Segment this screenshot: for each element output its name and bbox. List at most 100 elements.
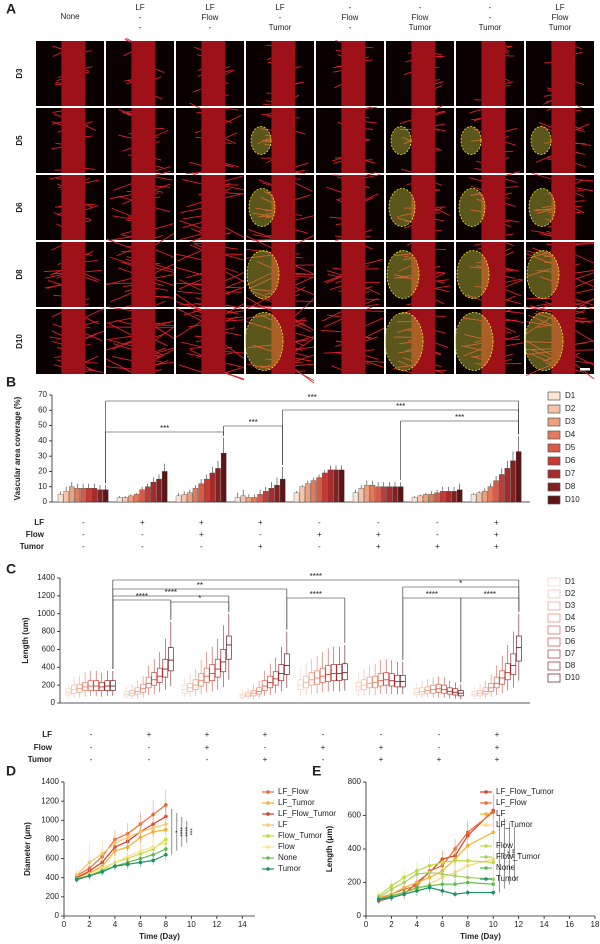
sprout [155,300,166,306]
sprout [408,52,412,54]
sprout [225,185,244,191]
sig-label: * [498,852,504,855]
sprout [326,186,342,193]
column-header: Tumor [409,23,432,32]
x-axis-title: Time (Day) [139,932,180,941]
sprout [197,68,202,71]
legend-swatch [547,577,561,587]
bar [91,488,98,503]
sprout [85,260,98,263]
legend-marker [484,801,488,805]
bar [63,491,69,503]
sprout [329,216,342,219]
sprout [435,285,451,289]
sprout [546,108,552,111]
y-axis-title: Length (um) [21,617,30,664]
legend-label: Flow_Tumor [496,852,540,861]
sprout [295,169,305,173]
sprout [55,81,62,85]
sprout [155,347,175,354]
bar [358,488,364,503]
sprout [85,269,102,273]
x-tick-label: 0 [62,920,67,929]
sprout [575,162,586,168]
box [198,673,204,687]
x-tick-label: 16 [565,920,574,929]
sprout [505,295,516,301]
sprout [575,269,595,274]
row-label: D3 [15,68,24,79]
sprout [175,293,202,312]
sprout [505,81,513,84]
box [162,658,169,678]
sprout [261,113,272,116]
sprout [85,333,103,342]
sprout [106,238,132,249]
sprout [365,235,371,238]
sprout [55,142,62,145]
bar [392,486,398,503]
y-tick-label: 400 [348,844,362,853]
sprout [575,142,592,147]
sprout [525,340,552,356]
sprout [505,220,510,223]
sprout [575,126,585,131]
sprout [155,235,164,239]
bar [369,485,376,503]
sprout [365,303,379,307]
sprout [225,271,245,283]
condition-sign: + [495,743,500,752]
x-tick-label: 10 [187,920,196,929]
sprout [155,165,164,169]
sprout [85,320,99,326]
sprout [525,316,552,335]
sprout [435,128,440,132]
box [209,664,216,682]
legend-label: D6 [565,456,576,465]
condition-name: Tumor [28,755,52,764]
sprout [179,220,202,229]
point [440,872,445,876]
legend-label: LF_Flow_Tumor [496,787,554,796]
sprout [85,167,96,171]
point [491,890,496,895]
bar [57,494,64,503]
vessel-band [271,108,296,173]
point [465,830,470,835]
sprout [505,178,517,183]
sprout [127,40,132,43]
sprout [155,166,171,172]
sprout [505,45,512,49]
sprout [575,263,581,266]
sprout [56,359,62,362]
sprout [247,344,272,349]
sprout [85,273,101,281]
x-tick-label: 8 [466,920,471,929]
bar [451,491,457,503]
column-header: - [139,23,142,32]
column-header: LF [205,3,214,12]
condition-sign: + [321,743,326,752]
sprout [225,69,232,73]
sprout [56,223,62,227]
sprout [435,85,443,89]
bar [204,478,210,503]
sprout [295,337,315,352]
sprout [295,298,315,317]
y-tick-label: 800 [42,627,56,636]
legend-marker [266,823,270,827]
condition-sign: - [200,542,203,551]
sprout [365,128,373,130]
vessel-band [61,309,86,374]
point [453,892,457,897]
sprout [247,363,272,370]
condition-sign: - [148,743,151,752]
sprout [190,228,202,234]
sprout [225,362,245,368]
sprout [435,352,442,355]
sprout [542,304,552,308]
sprout [470,139,482,142]
sprout [52,110,62,113]
sprout [85,308,104,318]
box [341,663,348,681]
